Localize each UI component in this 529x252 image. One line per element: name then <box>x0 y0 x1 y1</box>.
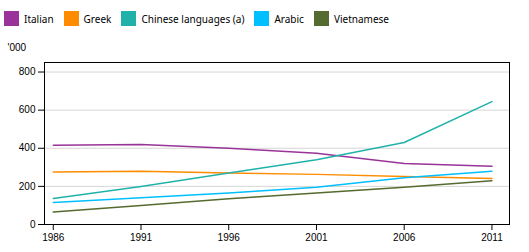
svg-text:600: 600 <box>19 104 36 115</box>
svg-text:200: 200 <box>19 181 36 192</box>
svg-text:1991: 1991 <box>130 232 153 243</box>
html-text:Greek: Greek <box>83 11 112 26</box>
svg-text:'000: '000 <box>8 42 27 53</box>
html-text:Italian: Italian <box>24 11 54 26</box>
svg-text:1996: 1996 <box>218 232 241 243</box>
html-text:Vietnamese: Vietnamese <box>333 11 389 26</box>
svg-text:1986: 1986 <box>42 232 65 243</box>
html-text:Arabic: Arabic <box>274 11 304 26</box>
svg-text:400: 400 <box>19 142 36 153</box>
html-text:Chinese languages (a): Chinese languages (a) <box>141 11 245 26</box>
svg-text:2001: 2001 <box>305 232 328 243</box>
svg-text:0: 0 <box>30 219 36 230</box>
svg-text:2011: 2011 <box>481 232 503 243</box>
svg-text:800: 800 <box>19 66 36 77</box>
svg-text:2006: 2006 <box>393 232 416 243</box>
